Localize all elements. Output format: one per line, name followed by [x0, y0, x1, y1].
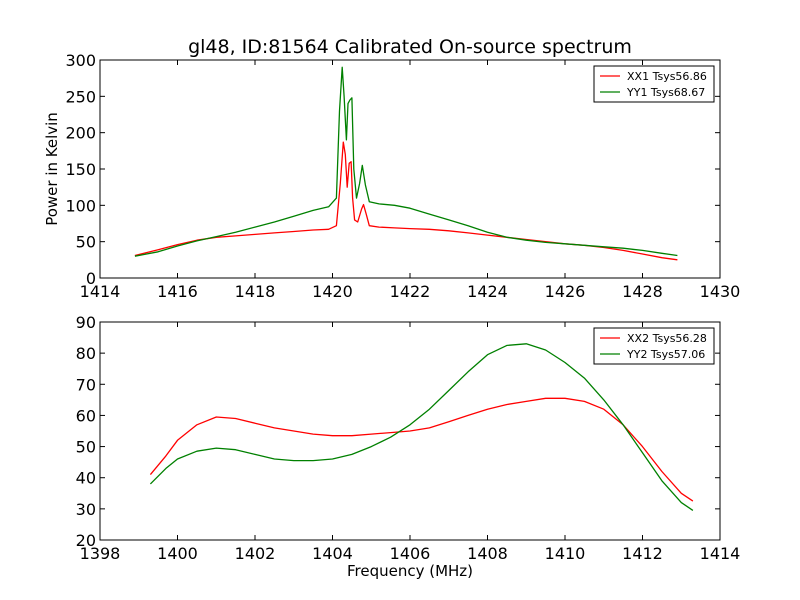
series-line-1	[134, 66, 678, 257]
y-tick-labels: 20 30 40 50 60 70 80 90	[76, 313, 96, 550]
x-tick-label: 1412	[622, 544, 663, 563]
y-tick-label: 200	[65, 124, 96, 143]
x-tick-label: 1420	[312, 282, 353, 301]
y-tick-label: 80	[76, 344, 96, 363]
legend-label: XX2 Tsys56.28	[627, 332, 707, 345]
x-tick-label: 1414	[80, 282, 121, 301]
y-tick-label: 70	[76, 375, 96, 394]
legend-box	[593, 327, 715, 365]
x-tick-label: 1414	[700, 544, 741, 563]
legend-label: YY2 Tsys57.06	[626, 348, 705, 361]
top-spectrum-chart: gl48, ID:81564 Calibrated On-source spec…	[43, 36, 740, 301]
x-tick-label: 1398	[80, 544, 121, 563]
y-tick-label: 50	[76, 233, 96, 252]
y-tick-label: 50	[76, 438, 96, 457]
x-tick-label: 1422	[390, 282, 431, 301]
y-tick-label: 40	[76, 469, 96, 488]
y-axis-label: Power in Kelvin	[43, 112, 61, 226]
x-tick-label: 1428	[622, 282, 663, 301]
x-tick-label: 1416	[157, 282, 198, 301]
bottom-spectrum-chart: Frequency (MHz) 1398 1400 1402 1404 1406 1408…	[76, 313, 741, 580]
y-tick-labels: 0 50 100 150 200 250 300	[65, 51, 96, 288]
x-tick-label: 1400	[157, 544, 198, 563]
y-tick-label: 60	[76, 406, 96, 425]
axis-ticks	[99, 321, 721, 541]
y-tick-label: 30	[76, 500, 96, 519]
x-tick-label: 1402	[235, 544, 276, 563]
series-line-1	[149, 343, 694, 511]
y-tick-label: 300	[65, 51, 96, 70]
x-tick-label: 1406	[390, 544, 431, 563]
legend-label: YY1 Tsys68.67	[626, 86, 705, 99]
y-tick-label: 20	[76, 531, 96, 550]
x-tick-label: 1424	[467, 282, 508, 301]
x-tick-labels: 1398 1400 1402 1404 1406 1408 1410 1412 1414	[80, 544, 741, 563]
legend: XX1 Tsys56.86 YY1 Tsys68.67	[593, 65, 715, 103]
y-tick-label: 150	[65, 160, 96, 179]
legend: XX2 Tsys56.28 YY2 Tsys57.06	[593, 327, 715, 365]
y-tick-label: 250	[65, 87, 96, 106]
series-line-0	[149, 397, 694, 502]
x-axis-label: Frequency (MHz)	[347, 562, 473, 580]
legend-box	[593, 65, 715, 103]
x-tick-label: 1410	[545, 544, 586, 563]
x-tick-label: 1426	[545, 282, 586, 301]
x-tick-labels: 1414 1416 1418 1420 1422 1424 1426 1428 1430	[80, 282, 741, 301]
y-tick-label: 100	[65, 196, 96, 215]
legend-label: XX1 Tsys56.86	[627, 70, 707, 83]
plot-lines	[134, 66, 678, 261]
chart-title: gl48, ID:81564 Calibrated On-source spec…	[188, 36, 632, 58]
x-tick-label: 1430	[700, 282, 741, 301]
y-tick-label: 0	[86, 269, 96, 288]
y-tick-label: 90	[76, 313, 96, 332]
x-tick-label: 1418	[235, 282, 276, 301]
axis-ticks	[99, 59, 721, 279]
x-tick-label: 1408	[467, 544, 508, 563]
plot-lines	[149, 343, 694, 511]
x-tick-label: 1404	[312, 544, 353, 563]
